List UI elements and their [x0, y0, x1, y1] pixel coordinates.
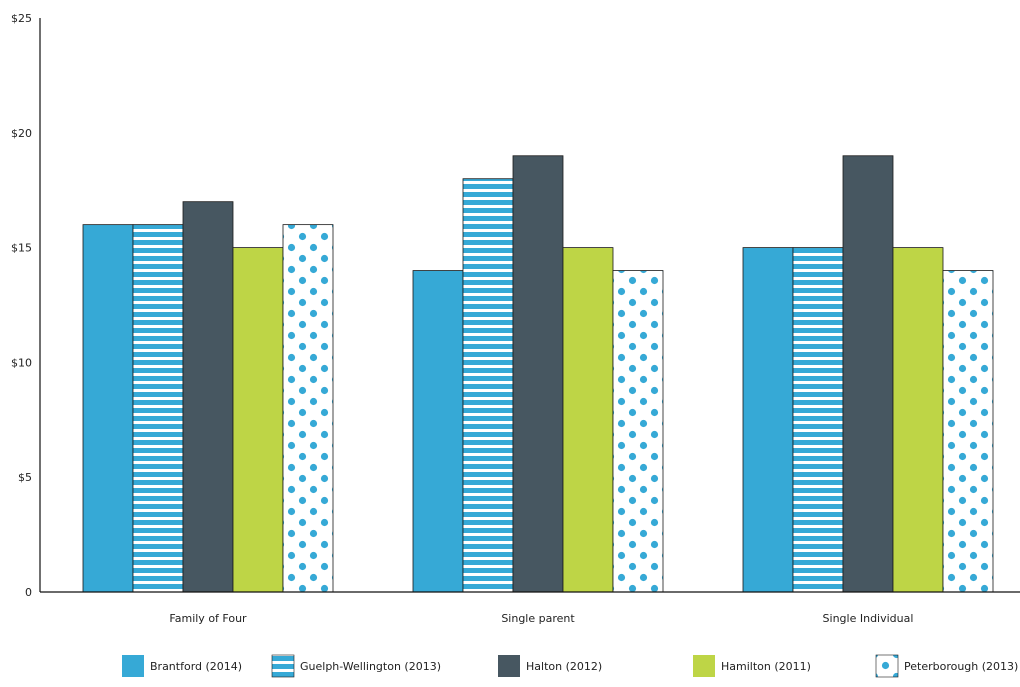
legend-label: Hamilton (2011): [721, 660, 811, 673]
legend: Brantford (2014) Guelph-Wellington (2013)…: [122, 654, 1018, 678]
legend-swatch: [693, 655, 715, 677]
bar-1-1: [462, 178, 514, 593]
bars: [82, 155, 994, 593]
bar-0-1: [412, 270, 464, 593]
x-category-label: Family of Four: [169, 612, 247, 625]
bar-4-1: [612, 270, 664, 593]
bar-2-0: [182, 201, 234, 593]
y-tick-label: $5: [18, 471, 32, 484]
bar-0-0: [82, 224, 134, 593]
y-axis: 0 $5 $10 $15 $20 $25: [11, 12, 41, 599]
legend-label: Peterborough (2013): [904, 660, 1018, 673]
y-tick-label: $20: [11, 127, 32, 140]
bar-3-0: [232, 247, 284, 593]
legend-swatch: [875, 654, 899, 678]
y-tick-label: $15: [11, 242, 32, 255]
legend-label: Guelph-Wellington (2013): [300, 660, 441, 673]
bar-2-1: [512, 155, 564, 593]
legend-label: Brantford (2014): [150, 660, 242, 673]
legend-item: Peterborough (2013): [875, 654, 1018, 678]
legend-swatch: [271, 654, 295, 678]
bar-4-2: [942, 270, 994, 593]
bar-3-1: [562, 247, 614, 593]
x-category-label: Single parent: [501, 612, 575, 625]
bar-1-0: [132, 224, 184, 593]
y-tick-label: 0: [25, 586, 32, 599]
bar-4-0: [282, 224, 334, 593]
bar-2-2: [842, 155, 894, 593]
legend-label: Halton (2012): [526, 660, 602, 673]
bar-1-2: [792, 247, 844, 593]
y-tick-label: $10: [11, 356, 32, 369]
legend-swatch: [122, 655, 144, 677]
legend-item: Hamilton (2011): [693, 655, 811, 677]
bar-0-2: [742, 247, 794, 593]
legend-swatch: [498, 655, 520, 677]
bar-3-2: [892, 247, 944, 593]
legend-item: Halton (2012): [498, 655, 602, 677]
x-axis: Family of Four Single parent Single Indivi…: [40, 591, 1020, 625]
y-tick-label: $25: [11, 12, 32, 25]
legend-item: Guelph-Wellington (2013): [271, 654, 441, 678]
x-category-label: Single Individual: [823, 612, 914, 625]
legend-item: Brantford (2014): [122, 655, 242, 677]
